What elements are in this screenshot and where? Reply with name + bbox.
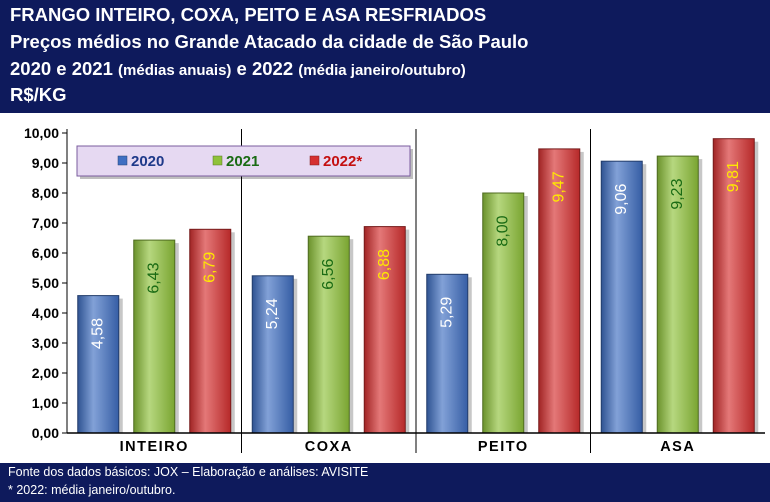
unit-label: R$/KG: [10, 84, 67, 105]
bar-2022-coxa: [363, 226, 406, 434]
x-tick-label: COXA: [305, 439, 353, 455]
legend-swatch: [309, 155, 320, 166]
y-tick-label: 4,00: [32, 305, 59, 321]
bar-2022-inteiro: [189, 228, 232, 434]
y-tick-label: 8,00: [32, 185, 59, 201]
footnote: * 2022: média janeiro/outubro.: [8, 483, 176, 497]
y-tick-label: 1,00: [32, 395, 59, 411]
legend-box: [76, 145, 411, 177]
data-label: 9,81: [725, 161, 742, 192]
y-tick-label: 5,00: [32, 275, 59, 291]
data-label: 8,00: [494, 215, 511, 246]
source-note: Fonte dos dados básicos: JOX – Elaboraçã…: [8, 465, 369, 479]
legend-swatch: [212, 155, 223, 166]
data-label: 9,06: [613, 184, 630, 215]
chart-title: FRANGO INTEIRO, COXA, PEITO E ASA RESFRI…: [10, 4, 487, 25]
x-tick-label: ASA: [660, 439, 695, 455]
x-tick-label: INTEIRO: [120, 439, 189, 455]
legend-label: 2021: [226, 153, 259, 170]
period-year-2022: e 2022: [236, 58, 294, 79]
bar-2021-peito: [482, 192, 525, 434]
y-tick-label: 7,00: [32, 215, 59, 231]
chart-area: 0,00 1,00 2,00 3,00 4,00 5,00 6,00 7,00 8,00 9,00…: [0, 113, 770, 463]
data-label: 9,47: [550, 171, 567, 202]
data-label: 4,58: [89, 318, 106, 349]
bar-2022-peito: [538, 148, 581, 434]
bar-2022-asa: [712, 138, 755, 434]
bar-2020-asa: [600, 160, 643, 434]
chart-footer: Fonte dos dados básicos: JOX – Elaboraçã…: [0, 463, 770, 502]
data-label: 6,56: [320, 259, 337, 290]
data-label: 6,88: [376, 249, 393, 280]
bar-2021-inteiro: [133, 239, 176, 434]
period-years: 2020 e 2021: [10, 58, 113, 79]
bar-2020-inteiro: [77, 295, 120, 434]
bar-2020-peito: [426, 273, 469, 434]
y-tick-label: 0,00: [32, 425, 59, 441]
bar-2021-coxa: [307, 235, 350, 434]
y-tick-label: 10,00: [24, 125, 59, 141]
period-note-2022: (média janeiro/outubro): [298, 62, 466, 79]
data-label: 9,23: [669, 178, 686, 209]
period-note-annual: (médias anuais): [118, 62, 232, 79]
y-tick-label: 2,00: [32, 365, 59, 381]
data-label: 6,79: [201, 252, 218, 283]
bar-2021-asa: [656, 155, 699, 434]
legend-label: 2020: [131, 153, 164, 170]
period-line: 2020 e 2021 (médias anuais) e 2022 (médi…: [10, 58, 466, 80]
chart-header: FRANGO INTEIRO, COXA, PEITO E ASA RESFRI…: [0, 0, 770, 113]
y-tick-label: 6,00: [32, 245, 59, 261]
legend-swatch: [117, 155, 128, 166]
data-label: 5,29: [438, 297, 455, 328]
y-tick-label: 9,00: [32, 155, 59, 171]
data-label: 6,43: [145, 262, 162, 293]
y-tick-label: 3,00: [32, 335, 59, 351]
data-label: 5,24: [264, 298, 281, 329]
chart-subtitle: Preços médios no Grande Atacado da cidad…: [10, 31, 529, 52]
legend-label: 2022*: [323, 153, 362, 170]
x-tick-label: PEITO: [478, 439, 529, 455]
bar-chart: 0,00 1,00 2,00 3,00 4,00 5,00 6,00 7,00 8,00 9,00…: [24, 125, 765, 455]
